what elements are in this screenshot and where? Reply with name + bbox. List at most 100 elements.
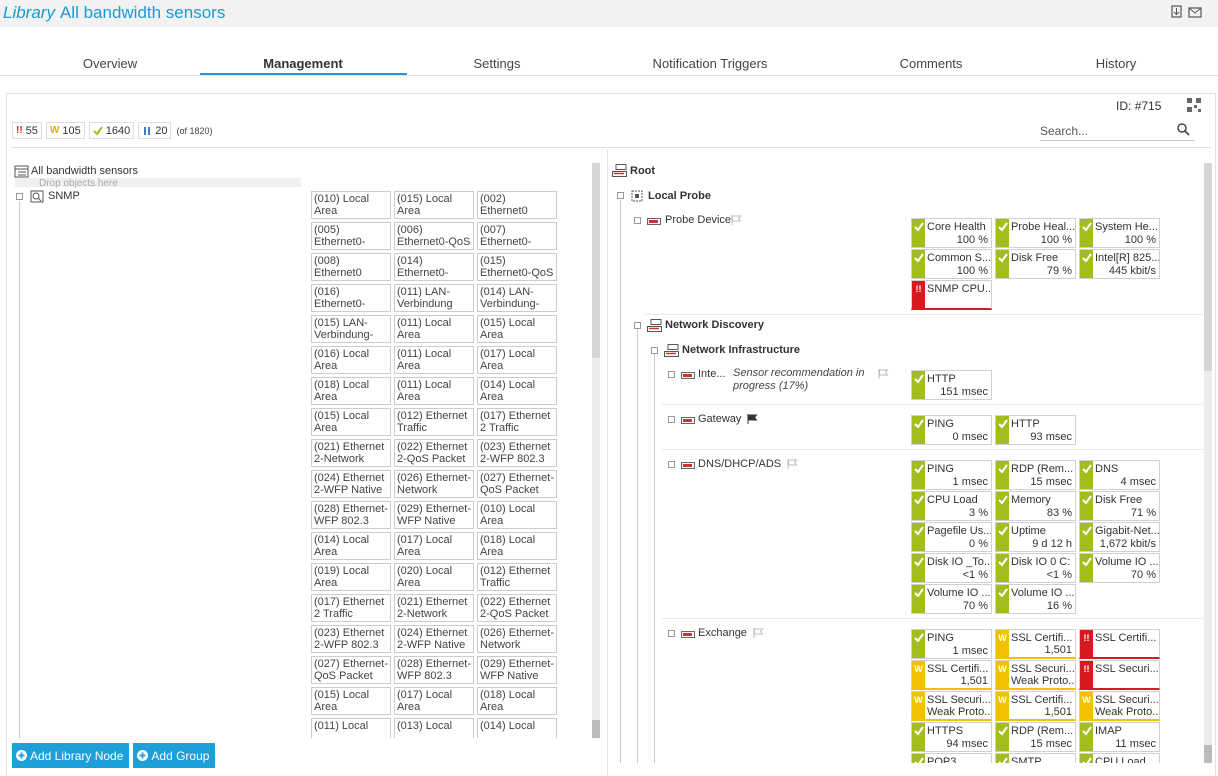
library-item[interactable]: (017) Local Area bbox=[394, 687, 474, 715]
sensor-tile[interactable]: W SSL Certifi... 1,501 bbox=[995, 691, 1076, 721]
library-item[interactable]: (014) Local Area bbox=[311, 532, 391, 560]
sensor-tile[interactable]: HTTP 93 msec bbox=[995, 415, 1076, 445]
sensor-tile[interactable]: Disk IO 0 C: <1 % bbox=[995, 553, 1076, 583]
scroll-thumb[interactable] bbox=[592, 720, 600, 738]
library-item[interactable]: (011) LAN-Verbindung bbox=[394, 284, 474, 312]
sensor-tile[interactable]: !! SSL Securi... bbox=[1079, 660, 1160, 690]
library-root[interactable]: All bandwidth sensors bbox=[31, 165, 139, 177]
library-item[interactable]: (019) Local Area bbox=[311, 563, 391, 591]
sensor-tile[interactable]: !! SSL Certifi... bbox=[1079, 629, 1160, 659]
library-item[interactable]: (014) Local Area bbox=[477, 377, 557, 405]
sensor-tile[interactable]: HTTP 151 msec bbox=[911, 370, 992, 400]
library-item[interactable]: (029) Ethernet-WFP Native bbox=[477, 656, 557, 684]
scroll-thumb[interactable] bbox=[1204, 163, 1212, 371]
header-icons[interactable] bbox=[1170, 4, 1206, 20]
library-item[interactable]: (005) Ethernet0-WFP Native bbox=[311, 222, 391, 250]
expander[interactable] bbox=[617, 192, 624, 199]
sensor-tile[interactable]: W SSL Securi... Weak Proto... bbox=[995, 660, 1076, 690]
sensor-tile[interactable]: W SSL Certifi... 1,501 bbox=[995, 629, 1076, 659]
sensor-tile[interactable]: Memory 83 % bbox=[995, 491, 1076, 521]
sensor-tile[interactable]: Uptime 9 d 12 h bbox=[995, 522, 1076, 552]
sensor-tile[interactable]: PING 1 msec bbox=[911, 460, 992, 490]
library-item[interactable]: (015) Ethernet0-QoS Packet bbox=[477, 253, 557, 281]
library-item[interactable]: (021) Ethernet 2-Network bbox=[394, 594, 474, 622]
library-item[interactable]: (027) Ethernet-QoS Packet bbox=[477, 470, 557, 498]
status-count[interactable]: W 105 bbox=[45, 122, 85, 139]
library-item[interactable]: (015) Local Area bbox=[311, 687, 391, 715]
flag-icon[interactable] bbox=[753, 628, 764, 638]
sensor-tile[interactable]: POP3 bbox=[911, 753, 992, 763]
expander[interactable] bbox=[668, 630, 675, 637]
expander[interactable] bbox=[668, 371, 675, 378]
library-item[interactable]: (010) Local Area bbox=[477, 501, 557, 529]
expander[interactable] bbox=[668, 416, 675, 423]
library-item[interactable]: (017) Local Area bbox=[394, 532, 474, 560]
device-name[interactable]: Gateway bbox=[698, 413, 742, 425]
library-item[interactable]: (020) Local Area bbox=[394, 563, 474, 591]
library-item[interactable]: (008) Ethernet0 Traffic bbox=[311, 253, 391, 281]
library-item[interactable]: (024) Ethernet 2-WFP Native bbox=[311, 470, 391, 498]
sensor-tile[interactable]: Volume IO ... 70 % bbox=[1079, 553, 1160, 583]
status-count[interactable]: 20 bbox=[138, 122, 172, 139]
add-button[interactable]: Add Library Node bbox=[12, 743, 130, 768]
device-name[interactable]: DNS/DHCP/ADS bbox=[698, 458, 782, 470]
qr-icon[interactable] bbox=[1187, 98, 1201, 112]
library-item[interactable]: (015) LAN-Verbindung- bbox=[311, 315, 391, 343]
library-item[interactable]: (029) Ethernet-WFP Native bbox=[394, 501, 474, 529]
library-item[interactable]: (021) Ethernet 2-Network bbox=[311, 439, 391, 467]
sensor-tile[interactable]: HTTPS 94 msec bbox=[911, 722, 992, 752]
expander[interactable] bbox=[634, 322, 641, 329]
library-item[interactable]: (007) Ethernet0-WFP 802.3 bbox=[477, 222, 557, 250]
flag-icon[interactable] bbox=[731, 215, 742, 225]
library-item[interactable]: (018) Local Area bbox=[311, 377, 391, 405]
sensor-tile[interactable]: Core Health 100 % bbox=[911, 218, 992, 248]
library-item[interactable]: (011) Local Area bbox=[394, 346, 474, 374]
sensor-tile[interactable]: Gigabit-Net... 1,672 kbit/s bbox=[1079, 522, 1160, 552]
sensor-tile[interactable]: Disk Free 79 % bbox=[995, 249, 1076, 279]
library-item[interactable]: (022) Ethernet 2-QoS Packet bbox=[394, 439, 474, 467]
expander[interactable] bbox=[634, 217, 641, 224]
library-item[interactable]: (014) LAN-Verbindung-QoS bbox=[477, 284, 557, 312]
sensor-tile[interactable]: Common S... 100 % bbox=[911, 249, 992, 279]
sensor-tile[interactable]: Disk Free 71 % bbox=[1079, 491, 1160, 521]
status-count[interactable]: 1640 bbox=[88, 122, 135, 139]
flag-icon[interactable] bbox=[878, 369, 889, 379]
sensor-tile[interactable]: PING 0 msec bbox=[911, 415, 992, 445]
flag-icon[interactable] bbox=[787, 459, 798, 469]
sensor-tile[interactable]: RDP (Rem... 15 msec bbox=[995, 460, 1076, 490]
library-item[interactable]: (018) Local Area bbox=[477, 687, 557, 715]
library-item[interactable]: (017) Ethernet 2 Traffic bbox=[311, 594, 391, 622]
sensor-tile[interactable]: IMAP 11 msec bbox=[1079, 722, 1160, 752]
sensor-tile[interactable]: Probe Heal... 100 % bbox=[995, 218, 1076, 248]
library-item[interactable]: (012) Ethernet Traffic bbox=[394, 408, 474, 436]
search-box[interactable]: Search... bbox=[1040, 124, 1195, 141]
sensor-tile[interactable]: Volume IO ... 16 % bbox=[995, 584, 1076, 614]
library-item[interactable]: (014) Local bbox=[477, 718, 557, 738]
device-name[interactable]: Inte... bbox=[698, 368, 726, 380]
library-item[interactable]: (015) Local Area bbox=[394, 191, 474, 219]
sensor-tile[interactable]: W SSL Securi... Weak Proto... bbox=[1079, 691, 1160, 721]
library-item[interactable]: (002) Ethernet0 Traffic bbox=[477, 191, 557, 219]
sensor-tile[interactable]: Intel[R] 825... 445 kbit/s bbox=[1079, 249, 1160, 279]
library-item[interactable]: (023) Ethernet 2-WFP 802.3 bbox=[477, 439, 557, 467]
library-item[interactable]: (017) Local Area bbox=[477, 346, 557, 374]
sensor-tile[interactable]: SMTP bbox=[995, 753, 1076, 763]
library-item[interactable]: (028) Ethernet-WFP 802.3 bbox=[311, 501, 391, 529]
library-item[interactable]: (014) Ethernet0-WFP Native bbox=[394, 253, 474, 281]
library-item[interactable]: (027) Ethernet-QoS Packet bbox=[311, 656, 391, 684]
library-item[interactable]: (017) Ethernet 2 Traffic bbox=[477, 408, 557, 436]
library-item[interactable]: (015) Local Area bbox=[477, 315, 557, 343]
library-item[interactable]: (024) Ethernet 2-WFP Native bbox=[394, 625, 474, 653]
library-item[interactable]: (022) Ethernet 2-QoS Packet bbox=[477, 594, 557, 622]
sensor-tile[interactable]: System He... 100 % bbox=[1079, 218, 1160, 248]
sensor-tile[interactable]: RDP (Rem... 15 msec bbox=[995, 722, 1076, 752]
library-item[interactable]: (006) Ethernet0-QoS Packet bbox=[394, 222, 474, 250]
sensor-tile[interactable]: !! SNMP CPU... bbox=[911, 280, 992, 310]
status-count[interactable]: !! 55 bbox=[12, 122, 42, 139]
add-button[interactable]: Add Group bbox=[133, 743, 216, 768]
library-item[interactable]: (011) Local Area bbox=[394, 315, 474, 343]
sensor-tile[interactable]: Disk IO _To... <1 % bbox=[911, 553, 992, 583]
sensor-tile[interactable]: CPU Load 3 % bbox=[911, 491, 992, 521]
library-item[interactable]: (012) Ethernet Traffic bbox=[477, 563, 557, 591]
sensor-tile[interactable]: PING 1 msec bbox=[911, 629, 992, 659]
